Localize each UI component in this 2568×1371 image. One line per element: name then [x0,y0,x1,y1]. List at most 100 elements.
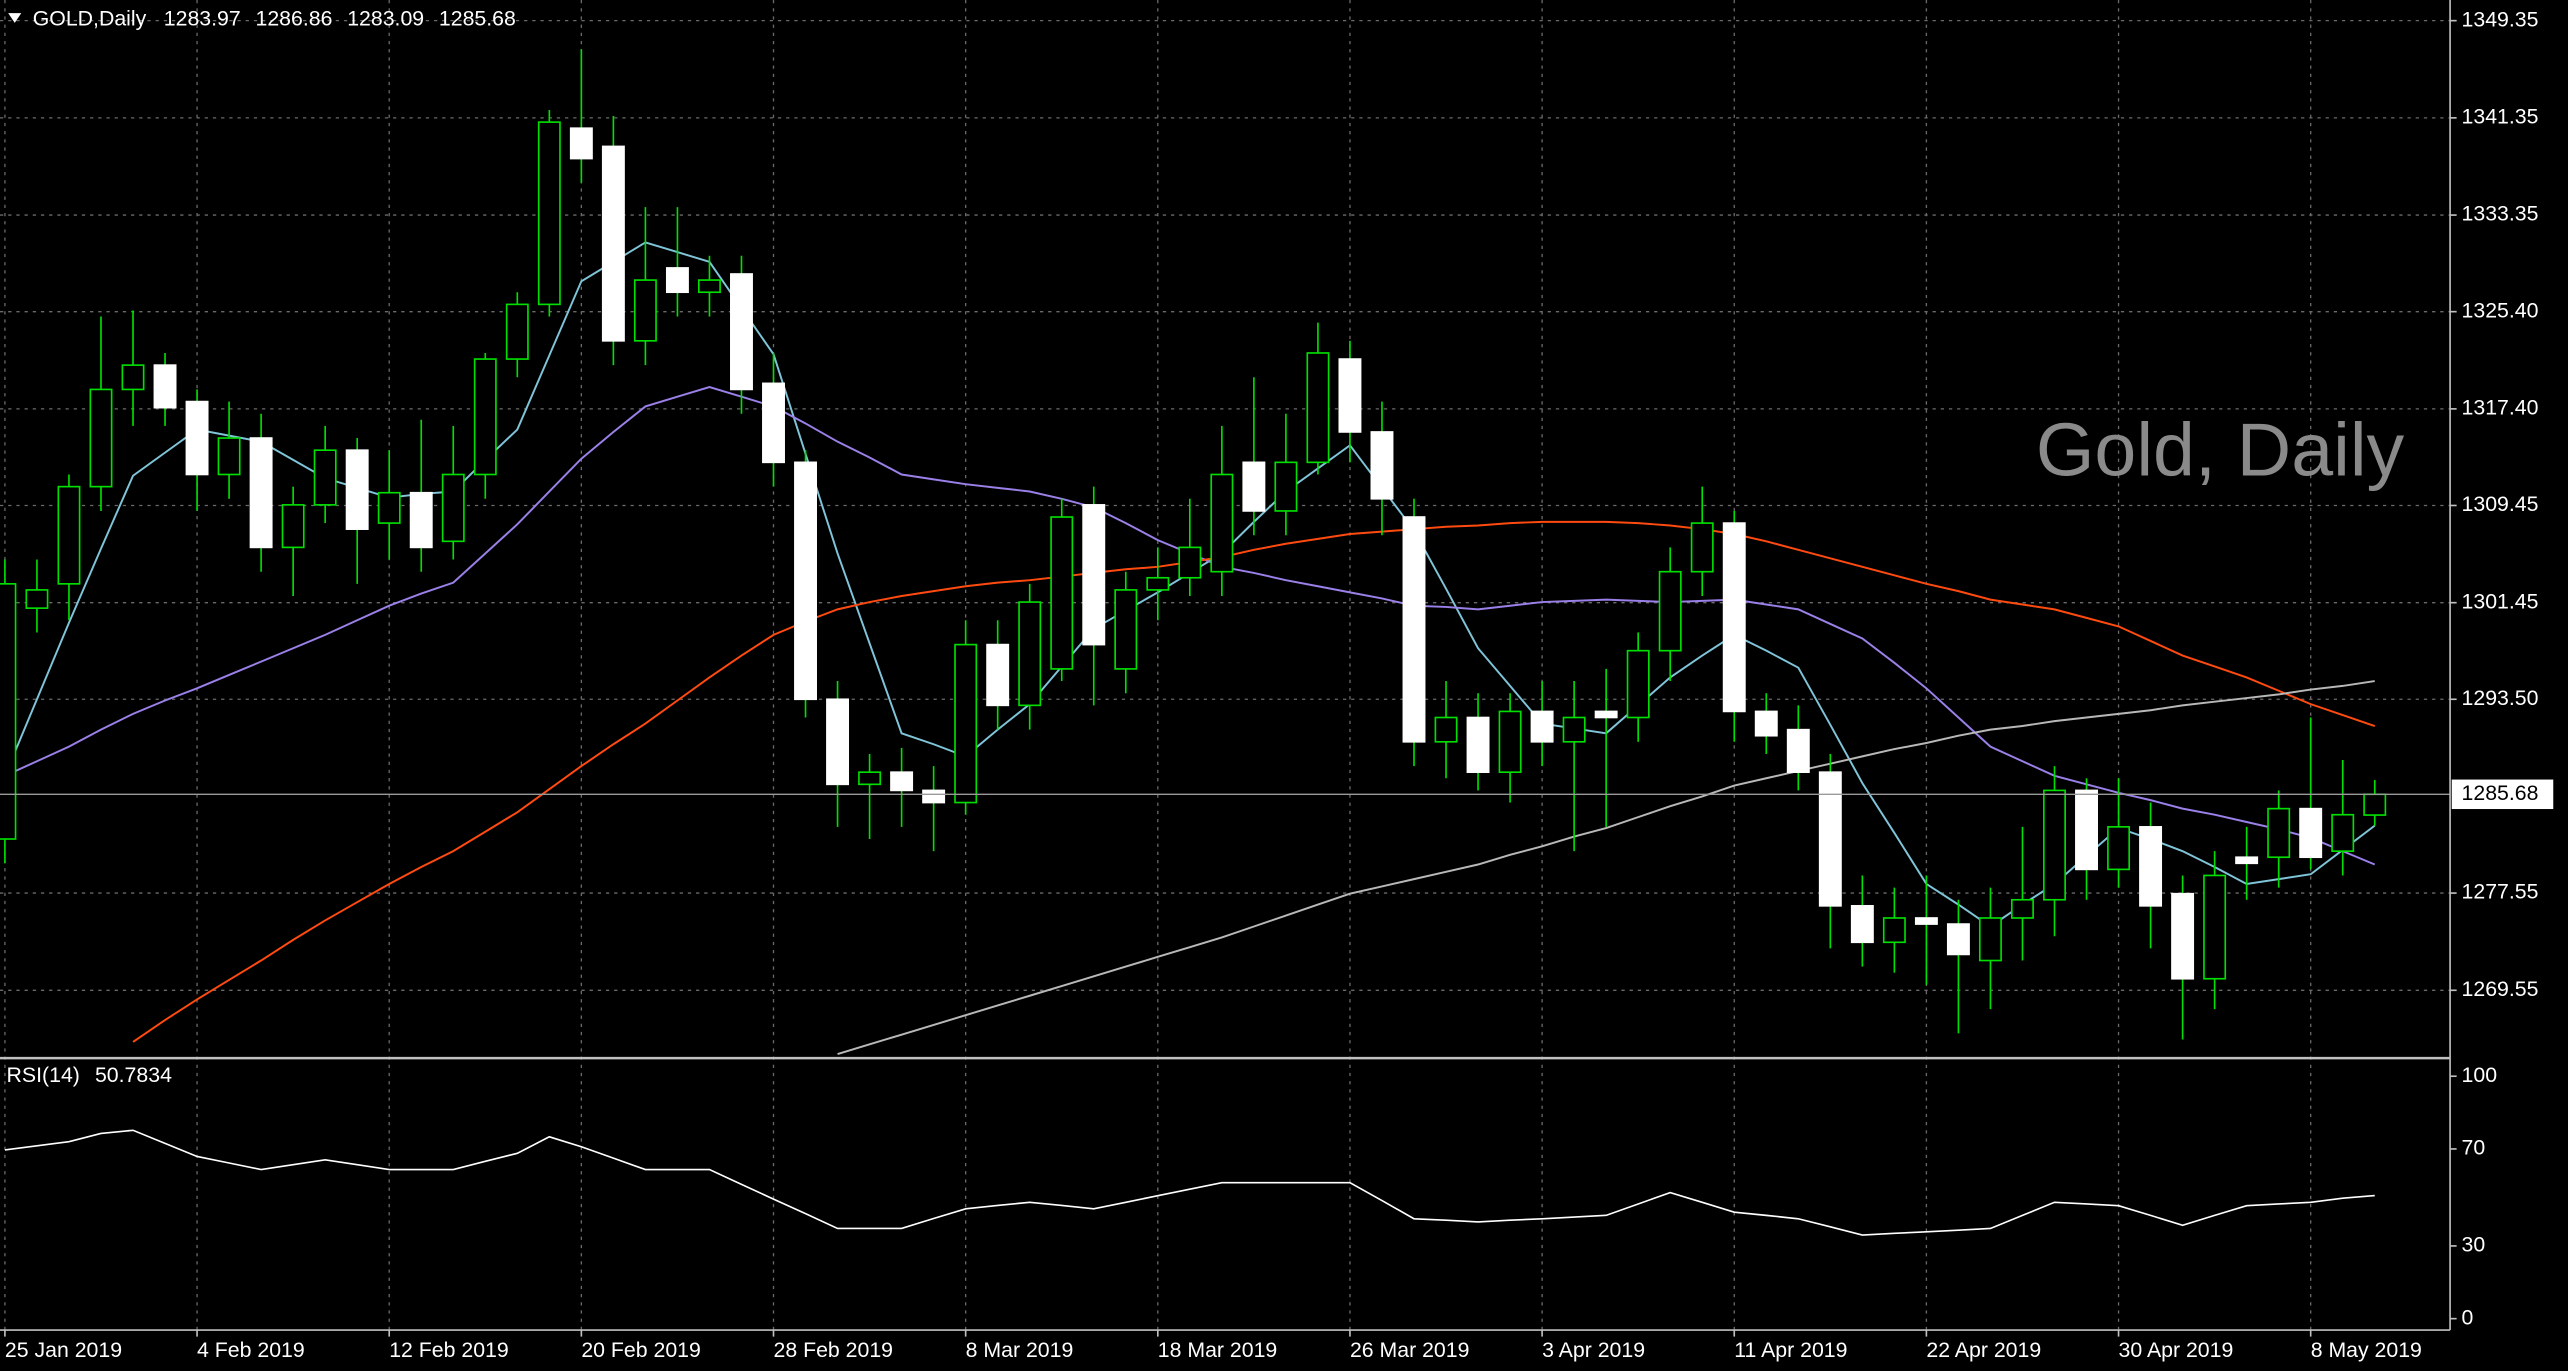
candle-body [121,364,145,391]
x-tick-label: 11 Apr 2019 [1734,1338,1847,1362]
y-tick-label: 1293.50 [2462,686,2539,710]
candle-body [2363,793,2387,816]
x-tick-label: 4 Feb 2019 [197,1338,305,1362]
y-tick-label: 30 [2462,1233,2486,1257]
candle-body [826,698,850,786]
candle-body [1210,473,1234,573]
x-tick-label: 28 Feb 2019 [774,1338,894,1362]
candle-body [794,461,817,701]
candle-body [1050,516,1074,670]
candle-body [1946,923,1970,956]
candle-body [1914,917,1938,925]
y-tick-label: 70 [2462,1136,2486,1160]
candle-body [1690,522,1714,573]
candle-body [441,473,465,543]
current-price-box [2451,779,2554,810]
current-price-label: 1285.68 [2462,781,2539,805]
y-tick-label: 1341.35 [2462,104,2539,128]
candle-body [1754,710,1778,737]
candle-body [1242,461,1266,512]
price-plot [0,49,2451,1056]
candle-body [313,449,337,506]
y-tick-label: 1277.55 [2462,880,2539,904]
rsi-value: 50.7834 [95,1063,172,1087]
candle-body [537,121,561,306]
low-value: 1283.09 [347,6,424,30]
candle-body [1114,589,1138,670]
candle-body [697,279,721,294]
y-tick-label: 1317.40 [2462,395,2539,419]
y-tick-label: 1309.45 [2462,492,2539,516]
candle-body [2043,789,2066,901]
candle-body [2331,813,2355,852]
candle-body [0,583,17,840]
candle-body [1882,917,1906,944]
candle-body [922,789,946,804]
candle-body [2203,874,2227,980]
candle-body [1306,352,1330,464]
x-tick-label: 8 Mar 2019 [966,1338,1074,1362]
candle-body [2171,892,2195,980]
candle-body [2267,807,2291,859]
menu-arrow[interactable] [8,13,22,23]
y-tick-label: 1333.35 [2462,202,2539,226]
candle-body [2107,826,2131,871]
close-value: 1285.68 [439,6,516,30]
candle-body [25,589,49,609]
candle-body [954,643,978,804]
candle-body [986,643,1010,707]
candle-body [1082,504,1106,646]
x-tick-label: 8 May 2019 [2311,1338,2422,1362]
y-tick-label: 0 [2462,1305,2474,1329]
candle-body [1338,358,1362,433]
candle-body [762,382,785,464]
high-value: 1286.86 [255,6,332,30]
candle-body [473,358,497,476]
y-tick-label: 100 [2462,1063,2498,1087]
moving-average [837,680,2375,1056]
candle-body [89,388,113,488]
candle-body [890,771,914,792]
candle-body [2235,856,2259,865]
grid [0,0,2451,1331]
x-tick-label: 30 Apr 2019 [2119,1338,2234,1362]
candle-body [57,485,81,585]
candle-body [1786,728,1810,773]
candle-body [409,491,433,549]
rsi-plot [4,1129,2375,1236]
x-tick-label: 20 Feb 2019 [581,1338,701,1362]
candle-body [2011,898,2034,919]
rsi-title: RSI(14) [7,1063,80,1087]
candle-body [1722,522,1746,713]
candle-body [1850,905,1874,944]
candle-body [1146,576,1170,591]
candle-body [281,504,305,549]
candle-body [1402,516,1426,743]
x-tick-label: 3 Apr 2019 [1542,1338,1645,1362]
x-tick-label: 22 Apr 2019 [1926,1338,2041,1362]
y-tick-label: 1349.35 [2462,7,2539,31]
candle-body [633,279,657,342]
candle-body [1626,649,1650,719]
candle-body [1594,710,1618,719]
candle-body [1434,716,1458,743]
candle-body [1562,716,1586,743]
y-tick-label: 1325.40 [2462,298,2539,322]
candle-body [217,437,241,476]
candle-body [2075,789,2098,871]
y-tick-label: 1269.55 [2462,977,2539,1001]
candle-body [249,437,273,549]
candle-body [858,771,882,786]
rsi-line [4,1129,2375,1236]
watermark: Gold, Daily [2036,407,2405,491]
candle-body [185,400,209,476]
candle-body [153,364,177,409]
candle-body [2139,826,2163,907]
candle-body [1658,570,1682,652]
x-tick-label: 25 Jan 2019 [5,1338,122,1362]
moving-average [132,520,2376,1043]
candle-body [1818,771,1842,907]
